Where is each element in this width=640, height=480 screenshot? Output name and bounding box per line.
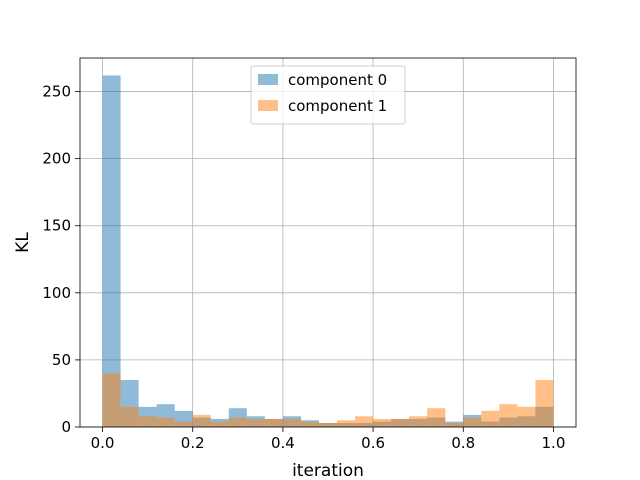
bar-component-1: [138, 416, 157, 427]
legend-swatch-component-1: [258, 100, 278, 111]
bar-component-1: [355, 416, 374, 427]
bar-component-1: [391, 418, 410, 427]
bar-component-1: [174, 421, 193, 427]
bar-component-1: [481, 410, 500, 427]
legend-swatch-component-0: [258, 74, 278, 85]
bar-component-1: [264, 418, 283, 427]
bar-component-1: [192, 414, 211, 427]
legend-label-component-1: component 1: [288, 97, 387, 115]
x-tick-label: 1.0: [542, 434, 566, 452]
bar-component-1: [373, 418, 392, 427]
bar-component-1: [499, 404, 518, 427]
y-axis-title: KL: [13, 232, 33, 253]
bar-component-1: [102, 373, 121, 427]
bar-component-1: [318, 422, 338, 427]
x-tick-label: 0.6: [361, 434, 385, 452]
bar-component-1: [300, 421, 319, 427]
bar-component-1: [445, 422, 464, 427]
bar-component-1: [282, 418, 301, 427]
y-tick-label: 200: [42, 150, 71, 168]
legend-label-component-0: component 0: [288, 71, 387, 89]
bar-component-1: [337, 420, 356, 427]
bar-component-1: [210, 421, 229, 427]
y-tick-label: 50: [52, 351, 71, 369]
legend-box: [250, 65, 406, 125]
bar-component-1: [246, 418, 265, 427]
axis-ticks: 0.0 0.2 0.4 0.6 0.8 1.0 0 50 100 150 200 250: [42, 83, 565, 452]
x-axis-title: iteration: [292, 461, 364, 480]
plot-frame: [79, 57, 577, 428]
bar-component-1: [228, 417, 247, 427]
legend: component 0 component 1: [250, 65, 406, 125]
x-tick-label: 0.8: [451, 434, 475, 452]
bar-component-1: [120, 406, 139, 427]
y-tick-label: 0: [61, 418, 71, 436]
x-tick-label: 0.2: [181, 434, 205, 452]
x-tick-label: 0.4: [271, 434, 295, 452]
bar-component-1: [156, 417, 175, 427]
y-tick-label: 250: [42, 83, 71, 101]
bar-component-1: [463, 417, 482, 427]
bar-component-1: [535, 380, 554, 427]
y-tick-label: 100: [42, 284, 71, 302]
x-tick-label: 0.0: [91, 434, 115, 452]
bar-component-1: [409, 416, 428, 427]
bar-component-1: [427, 408, 446, 427]
bar-component-1: [517, 406, 536, 427]
histogram-bars: [102, 75, 554, 427]
bar-component-0: [102, 75, 121, 427]
y-tick-label: 150: [42, 217, 71, 235]
